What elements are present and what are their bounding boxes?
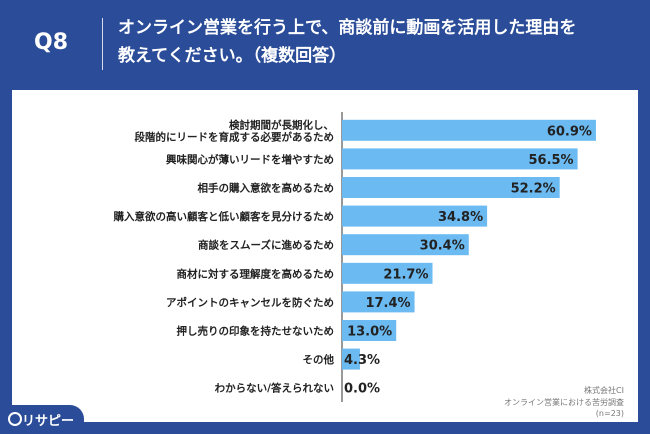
- bar: [342, 348, 360, 370]
- bar: [342, 205, 488, 227]
- bar: [342, 119, 596, 141]
- bar-value-label: 56.5%: [528, 153, 573, 168]
- category-label: 押し売りの印象を持たせないため: [177, 325, 335, 338]
- logo-icon: [8, 412, 22, 426]
- bar-value-label: 60.9%: [547, 124, 592, 139]
- category-label: わからない/答えられない: [215, 382, 334, 395]
- category-label: 検討期間が長期化し、: [229, 118, 334, 131]
- source-company: 株式会社CI: [584, 386, 624, 395]
- source-survey: オンライン営業における苦労調査: [504, 398, 624, 407]
- bar-value-label: 13.0%: [347, 325, 392, 340]
- bar: [342, 320, 397, 341]
- category-label: 相手の購入意欲を高めるため: [198, 182, 335, 195]
- title-line-1: オンライン営業を行う上で、商談前に動画を活用した理由を: [118, 18, 577, 38]
- title-line-2: 教えてください。（複数回答）: [118, 46, 347, 66]
- bar-value-label: 52.2%: [511, 182, 556, 197]
- header-divider: [102, 18, 103, 70]
- category-label: その他: [303, 353, 335, 366]
- category-label: 購入意欲の高い顧客と低い顧客を見分けるため: [113, 210, 335, 223]
- logo-text: リサピー: [22, 414, 75, 429]
- question-title: オンライン営業を行う上で、商談前に動画を活用した理由を 教えてください。（複数回…: [118, 14, 638, 70]
- bar-value-label: 0.0%: [344, 382, 380, 397]
- category-label: アポイントのキャンセルを防ぐため: [166, 296, 334, 309]
- category-label: 商材に対する理解度を高めるため: [177, 267, 335, 280]
- bar: [342, 291, 415, 313]
- chart-card: [12, 90, 638, 422]
- bar: [342, 148, 578, 170]
- source-n: (n=23): [595, 409, 624, 418]
- bar-value-label: 34.8%: [438, 210, 483, 225]
- bar: [342, 177, 560, 198]
- bar-value-label: 17.4%: [365, 296, 410, 311]
- category-label: 商談をスムーズに進めるため: [198, 239, 334, 252]
- bar: [342, 262, 433, 284]
- bar: [342, 234, 469, 256]
- bar-value-label: 21.7%: [383, 267, 428, 282]
- bar-value-label: 30.4%: [420, 239, 465, 254]
- category-label: 興味関心が薄いリードを増やすため: [166, 153, 334, 166]
- category-label: 段階的にリードを育成する必要があるため: [135, 130, 335, 143]
- bar-value-label: 4.3%: [344, 353, 380, 368]
- question-number: Q8: [34, 30, 69, 55]
